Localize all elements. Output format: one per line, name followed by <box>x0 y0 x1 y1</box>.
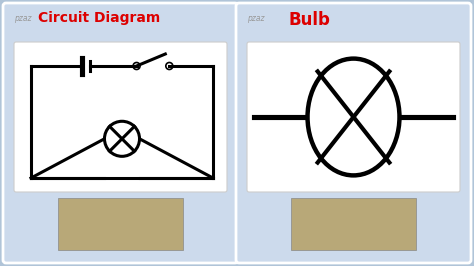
FancyBboxPatch shape <box>14 42 227 192</box>
Text: Circuit Diagram: Circuit Diagram <box>38 11 160 25</box>
Text: pzaz: pzaz <box>247 14 264 23</box>
Circle shape <box>104 121 139 156</box>
Text: pzaz: pzaz <box>14 14 31 23</box>
FancyBboxPatch shape <box>247 42 460 192</box>
Text: Bulb: Bulb <box>289 11 331 29</box>
FancyBboxPatch shape <box>57 198 183 250</box>
FancyBboxPatch shape <box>3 3 238 263</box>
Ellipse shape <box>308 59 400 175</box>
FancyBboxPatch shape <box>291 198 417 250</box>
FancyBboxPatch shape <box>236 3 471 263</box>
